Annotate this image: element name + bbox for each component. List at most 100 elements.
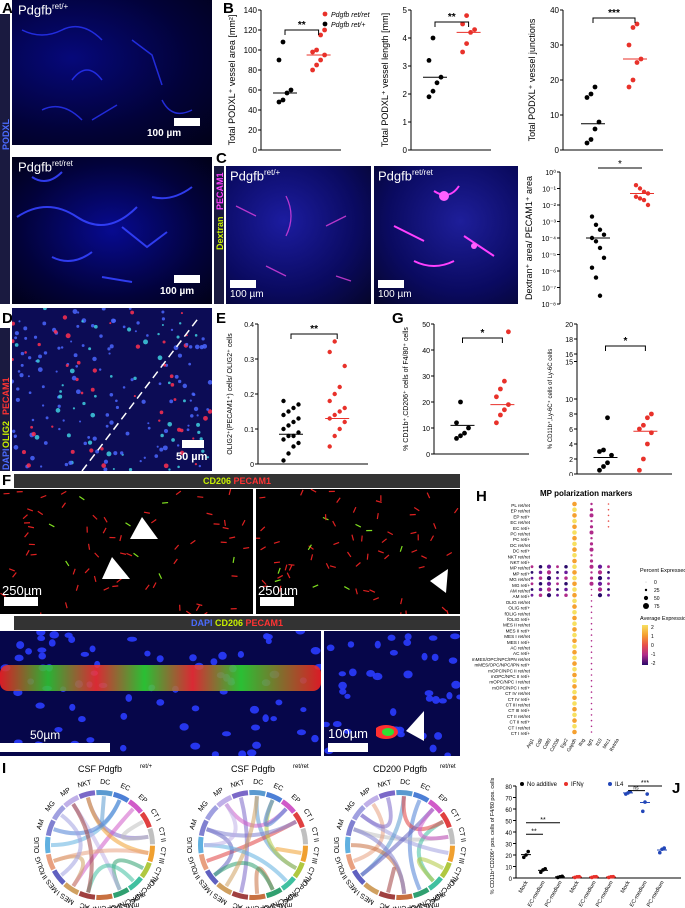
vessel-segment xyxy=(336,497,341,503)
expression-dot xyxy=(590,697,593,699)
significance-label: *** xyxy=(641,780,649,787)
nucleus xyxy=(404,633,412,641)
vessel-segment xyxy=(441,606,447,612)
cell-dot xyxy=(109,344,114,349)
expression-dot xyxy=(590,640,593,642)
nucleus xyxy=(451,680,460,689)
cell-dot xyxy=(156,445,159,448)
x-tick-label: Mock xyxy=(569,880,581,895)
data-point xyxy=(458,433,463,439)
expression-dot xyxy=(590,600,593,602)
chord-title: CSF Pdgfb xyxy=(78,764,122,774)
significance-label: * xyxy=(480,328,484,339)
chord-sector xyxy=(412,887,430,899)
expression-dot xyxy=(572,638,577,644)
cell-dot xyxy=(70,449,75,454)
data-point xyxy=(332,412,337,418)
y-tick-label: 60 xyxy=(248,86,257,95)
cell-dot xyxy=(103,459,109,464)
expression-dot xyxy=(572,547,577,552)
chord-ribbon xyxy=(353,802,385,863)
nucleus xyxy=(431,653,439,662)
y-tick-label: 0 xyxy=(555,146,560,155)
vessel-segment xyxy=(243,546,250,550)
nucleus xyxy=(14,654,24,662)
nucleus xyxy=(374,640,381,649)
col-label: Arg1 xyxy=(525,737,535,749)
cell-dot xyxy=(167,381,171,385)
chord-sector-label: NKT xyxy=(77,779,93,789)
y-tick-label: 10⁻⁶ xyxy=(542,269,556,276)
y-tick-label: 4 xyxy=(569,442,573,449)
legend-pct-label: 0 xyxy=(654,580,657,586)
panel-letter-f: F xyxy=(2,472,12,489)
chord-sector-label: EP xyxy=(290,793,302,805)
nucleus xyxy=(250,724,261,731)
cell-dot xyxy=(100,447,104,451)
chord-title-sup: ret/ret xyxy=(293,764,309,770)
data-point xyxy=(596,119,602,125)
cell-dot xyxy=(95,449,100,454)
chord-sector xyxy=(78,790,96,799)
nucleus xyxy=(249,705,260,714)
data-point xyxy=(332,433,337,439)
scale-text-c1: 100 µm xyxy=(230,289,264,300)
nucleus xyxy=(324,721,330,728)
nucleus xyxy=(425,695,434,702)
data-point xyxy=(645,441,650,447)
y-tick-label: 40 xyxy=(550,6,559,15)
data-point xyxy=(291,433,296,439)
cell-dot xyxy=(51,425,54,428)
cell-dot xyxy=(68,460,73,466)
y-tick-label: 0 xyxy=(509,877,513,883)
row-label: EC ret/ret xyxy=(510,520,530,525)
vessel-segment xyxy=(103,587,110,591)
y-tick-label: 0 xyxy=(569,472,573,476)
data-point xyxy=(633,194,639,199)
x-tick-label: PC-medium xyxy=(646,880,666,908)
nucleus xyxy=(86,737,95,743)
expression-dot xyxy=(572,564,577,569)
side-label-pecam1-d: PECAM1 xyxy=(1,377,11,415)
y-tick-label: 30 xyxy=(550,41,559,50)
data-point xyxy=(641,809,645,814)
data-point xyxy=(318,32,323,38)
cell-dot xyxy=(160,433,164,438)
chord-sector xyxy=(280,799,296,814)
chord-ribbon xyxy=(360,797,393,829)
scale-bar-a2 xyxy=(174,275,200,283)
cell-dot xyxy=(196,422,201,427)
nucleus xyxy=(275,699,283,706)
chord-sector xyxy=(412,791,430,803)
chord-sector xyxy=(204,869,219,885)
vessel-segment xyxy=(418,565,425,569)
chord-sector-label: MG xyxy=(197,800,209,813)
data-point xyxy=(342,419,347,425)
vessel-segment xyxy=(261,579,267,585)
y-axis-label: Total PODXL⁺ vessel length [mm] xyxy=(380,13,390,147)
data-point xyxy=(464,41,469,46)
cell-dot xyxy=(58,394,63,399)
y-tick-label: 10 xyxy=(505,866,512,872)
cell-dot xyxy=(161,324,164,327)
data-point xyxy=(327,444,332,449)
chord-sector xyxy=(147,845,155,863)
panel-letter-c: C xyxy=(216,150,227,167)
expression-dot xyxy=(564,587,568,592)
chord-sector-label: fOLIG xyxy=(188,855,201,875)
chord-sector xyxy=(147,827,155,845)
vessel-segment xyxy=(277,567,281,574)
expression-dot xyxy=(597,576,603,581)
y-tick-label: 60 xyxy=(505,808,512,814)
row-label: CT IV ret/+ xyxy=(508,697,531,702)
expression-dot xyxy=(590,594,593,596)
cell-dot xyxy=(187,424,190,427)
chord-sector xyxy=(447,827,455,845)
row-label: mOPC/NPC I ret/+ xyxy=(492,685,530,690)
data-point xyxy=(626,42,632,48)
vessel-texture-a2 xyxy=(16,171,193,283)
cell-dot xyxy=(90,412,96,418)
chord-sector xyxy=(216,794,233,808)
chord-sector xyxy=(265,791,283,803)
